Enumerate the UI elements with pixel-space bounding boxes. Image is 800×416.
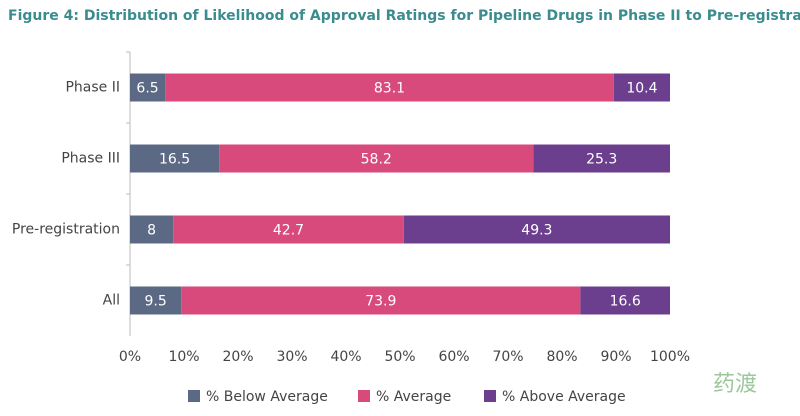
data-label: 58.2 [361, 152, 392, 168]
x-tick-label: 30% [276, 349, 307, 365]
bar-segment [173, 215, 404, 244]
x-tick-label: 100% [650, 349, 690, 365]
x-tick-label: 10% [168, 349, 199, 365]
x-tick-label: 80% [546, 349, 577, 365]
bar-segment [130, 73, 166, 102]
legend-label: % Average [376, 389, 451, 405]
bar-segment [130, 215, 174, 244]
data-label: 10.4 [626, 81, 657, 97]
y-tick-label: Phase II [65, 80, 120, 96]
data-label: 49.3 [521, 223, 552, 239]
x-tick-label: 40% [330, 349, 361, 365]
bar-segment [130, 286, 182, 315]
x-tick-label: 50% [384, 349, 415, 365]
watermark: 药渡 [713, 372, 757, 397]
y-tick-label: All [103, 293, 120, 309]
data-label: 6.5 [136, 81, 158, 97]
legend-swatch [484, 390, 496, 402]
y-tick-label: Phase III [61, 151, 120, 167]
data-label: 25.3 [586, 152, 617, 168]
x-tick-label: 60% [438, 349, 469, 365]
chart-title: Figure 4: Distribution of Likelihood of … [8, 8, 800, 24]
data-label: 73.9 [365, 294, 396, 310]
data-label: 83.1 [374, 81, 405, 97]
legend-swatch [358, 390, 370, 402]
data-label: 16.5 [159, 152, 190, 168]
data-label: 9.5 [145, 294, 167, 310]
bar-segment [613, 73, 670, 102]
legend-label: % Below Average [206, 389, 328, 405]
x-tick-label: 0% [119, 349, 141, 365]
legend-swatch [188, 390, 200, 402]
bar-segment [580, 286, 670, 315]
data-label: 16.6 [610, 294, 641, 310]
legend-label: % Above Average [502, 389, 626, 405]
data-label: 42.7 [273, 223, 304, 239]
x-tick-label: 20% [222, 349, 253, 365]
bar-segment [219, 144, 534, 173]
bar-segment [130, 144, 220, 173]
bar-segment [533, 144, 670, 173]
bar-segment [403, 215, 670, 244]
data-label: 8 [147, 223, 156, 239]
bar-segment [181, 286, 581, 315]
y-tick-label: Pre-registration [12, 222, 120, 238]
bar-segment [165, 73, 614, 102]
x-tick-label: 90% [600, 349, 631, 365]
x-tick-label: 70% [492, 349, 523, 365]
